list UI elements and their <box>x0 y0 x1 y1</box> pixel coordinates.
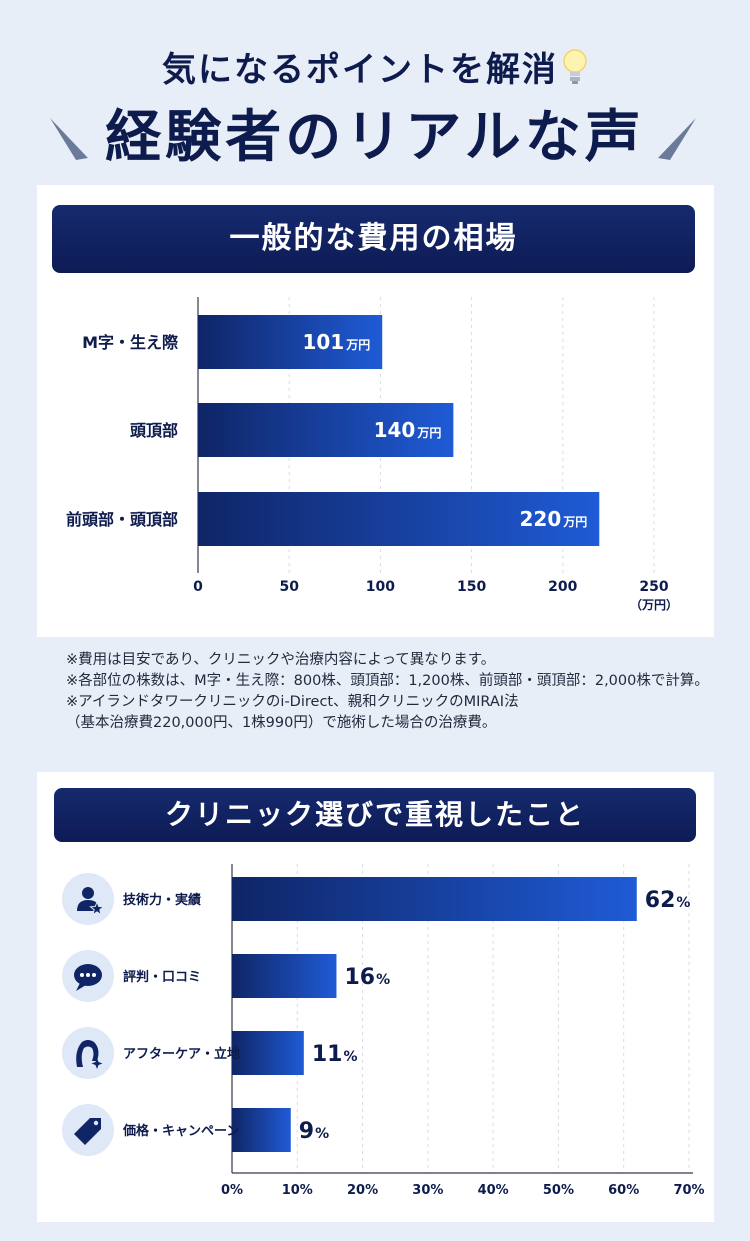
x-tick-label: 30% <box>412 1183 443 1198</box>
bar <box>198 403 454 457</box>
note-line: （基本治療費220,000円、1株990円）で施術した場合の治療費。 <box>66 715 497 731</box>
x-tick-label: 40% <box>478 1183 509 1198</box>
x-axis-unit-label: （万円） <box>630 597 678 612</box>
x-tick-label: 10% <box>282 1183 313 1198</box>
person-star-icon <box>62 873 114 925</box>
bar <box>232 1108 291 1152</box>
category-label: 評判・口コミ <box>123 969 201 985</box>
data-label: 62% <box>645 888 691 913</box>
x-tick-label: 150 <box>457 579 486 595</box>
x-tick-label: 60% <box>608 1183 639 1198</box>
decorative-slash-left-icon <box>50 118 88 160</box>
survey-bar-chart: 技術力・実績 62% 評判・口コミ 16% アフターケア・立地 11% 価格・キャンペーン 9… <box>62 864 705 1198</box>
bar <box>232 877 637 921</box>
category-label: 頭頂部 <box>130 421 178 440</box>
x-tick-label: 200 <box>548 579 577 595</box>
note-line: ※各部位の株数は、M字・生え際：800株、頭頂部：1,200株、前頭部・頭頂部：… <box>66 673 709 689</box>
x-tick-label: 250 <box>639 579 668 595</box>
notes: ※費用は目安であり、クリニックや治療内容によって異なります。 ※各部位の株数は、… <box>66 650 736 734</box>
data-label: 220 万円 <box>520 507 588 531</box>
woman-sparkle-icon <box>62 1027 114 1079</box>
category-label: 前頭部・頭頂部 <box>66 510 178 529</box>
cost-card: 一般的な費用の相場 M字・生え際 101 万円頭頂部 140 万円前頭部・頭頂部 220 万… <box>37 185 714 637</box>
category-label: 価格・キャンペーン <box>122 1123 239 1139</box>
decorative-slash-right-icon <box>658 118 696 160</box>
x-tick-label: 0 <box>193 579 203 595</box>
category-label: アフターケア・立地 <box>123 1046 240 1062</box>
bar <box>198 492 600 546</box>
page-header: 気になるポイントを解消 経験者のリアルな声 <box>0 0 750 180</box>
x-tick-label: 20% <box>347 1183 378 1198</box>
x-tick-label: 50% <box>543 1183 574 1198</box>
survey-card: クリニック選びで重視したこと 技術力・実績 62% 評判・口コミ 16% アフターケア・… <box>37 772 714 1222</box>
x-tick-label: 50 <box>279 579 299 595</box>
page-title: 経験者のリアルな声 <box>105 105 645 170</box>
bar <box>232 1031 304 1075</box>
bar <box>198 315 383 369</box>
x-tick-label: 0% <box>221 1183 243 1198</box>
survey-heading: クリニック選びで重視したこと <box>54 788 696 842</box>
x-tick-label: 70% <box>673 1183 704 1198</box>
note-line: ※費用は目安であり、クリニックや治療内容によって異なります。 <box>66 652 496 668</box>
data-label: 140 万円 <box>374 418 442 442</box>
data-label: 11% <box>312 1042 358 1067</box>
x-tick-label: 100 <box>366 579 395 595</box>
bar <box>232 954 337 998</box>
price-tag-icon <box>62 1104 114 1156</box>
page-subtitle: 気になるポイントを解消 <box>0 42 750 95</box>
data-label: 101 万円 <box>302 330 370 354</box>
category-label: M字・生え際 <box>82 333 179 352</box>
speech-bubble-icon <box>62 950 114 1002</box>
category-label: 技術力・実績 <box>123 892 201 908</box>
subtitle-text: 気になるポイントを解消 <box>162 50 558 90</box>
note-line: ※アイランドタワークリニックのi-Direct、親和クリニックのMIRAI法 <box>66 694 519 710</box>
data-label: 9% <box>299 1119 329 1144</box>
data-label: 16% <box>344 965 390 990</box>
cost-heading: 一般的な費用の相場 <box>52 205 695 273</box>
lightbulb-icon <box>562 48 588 95</box>
